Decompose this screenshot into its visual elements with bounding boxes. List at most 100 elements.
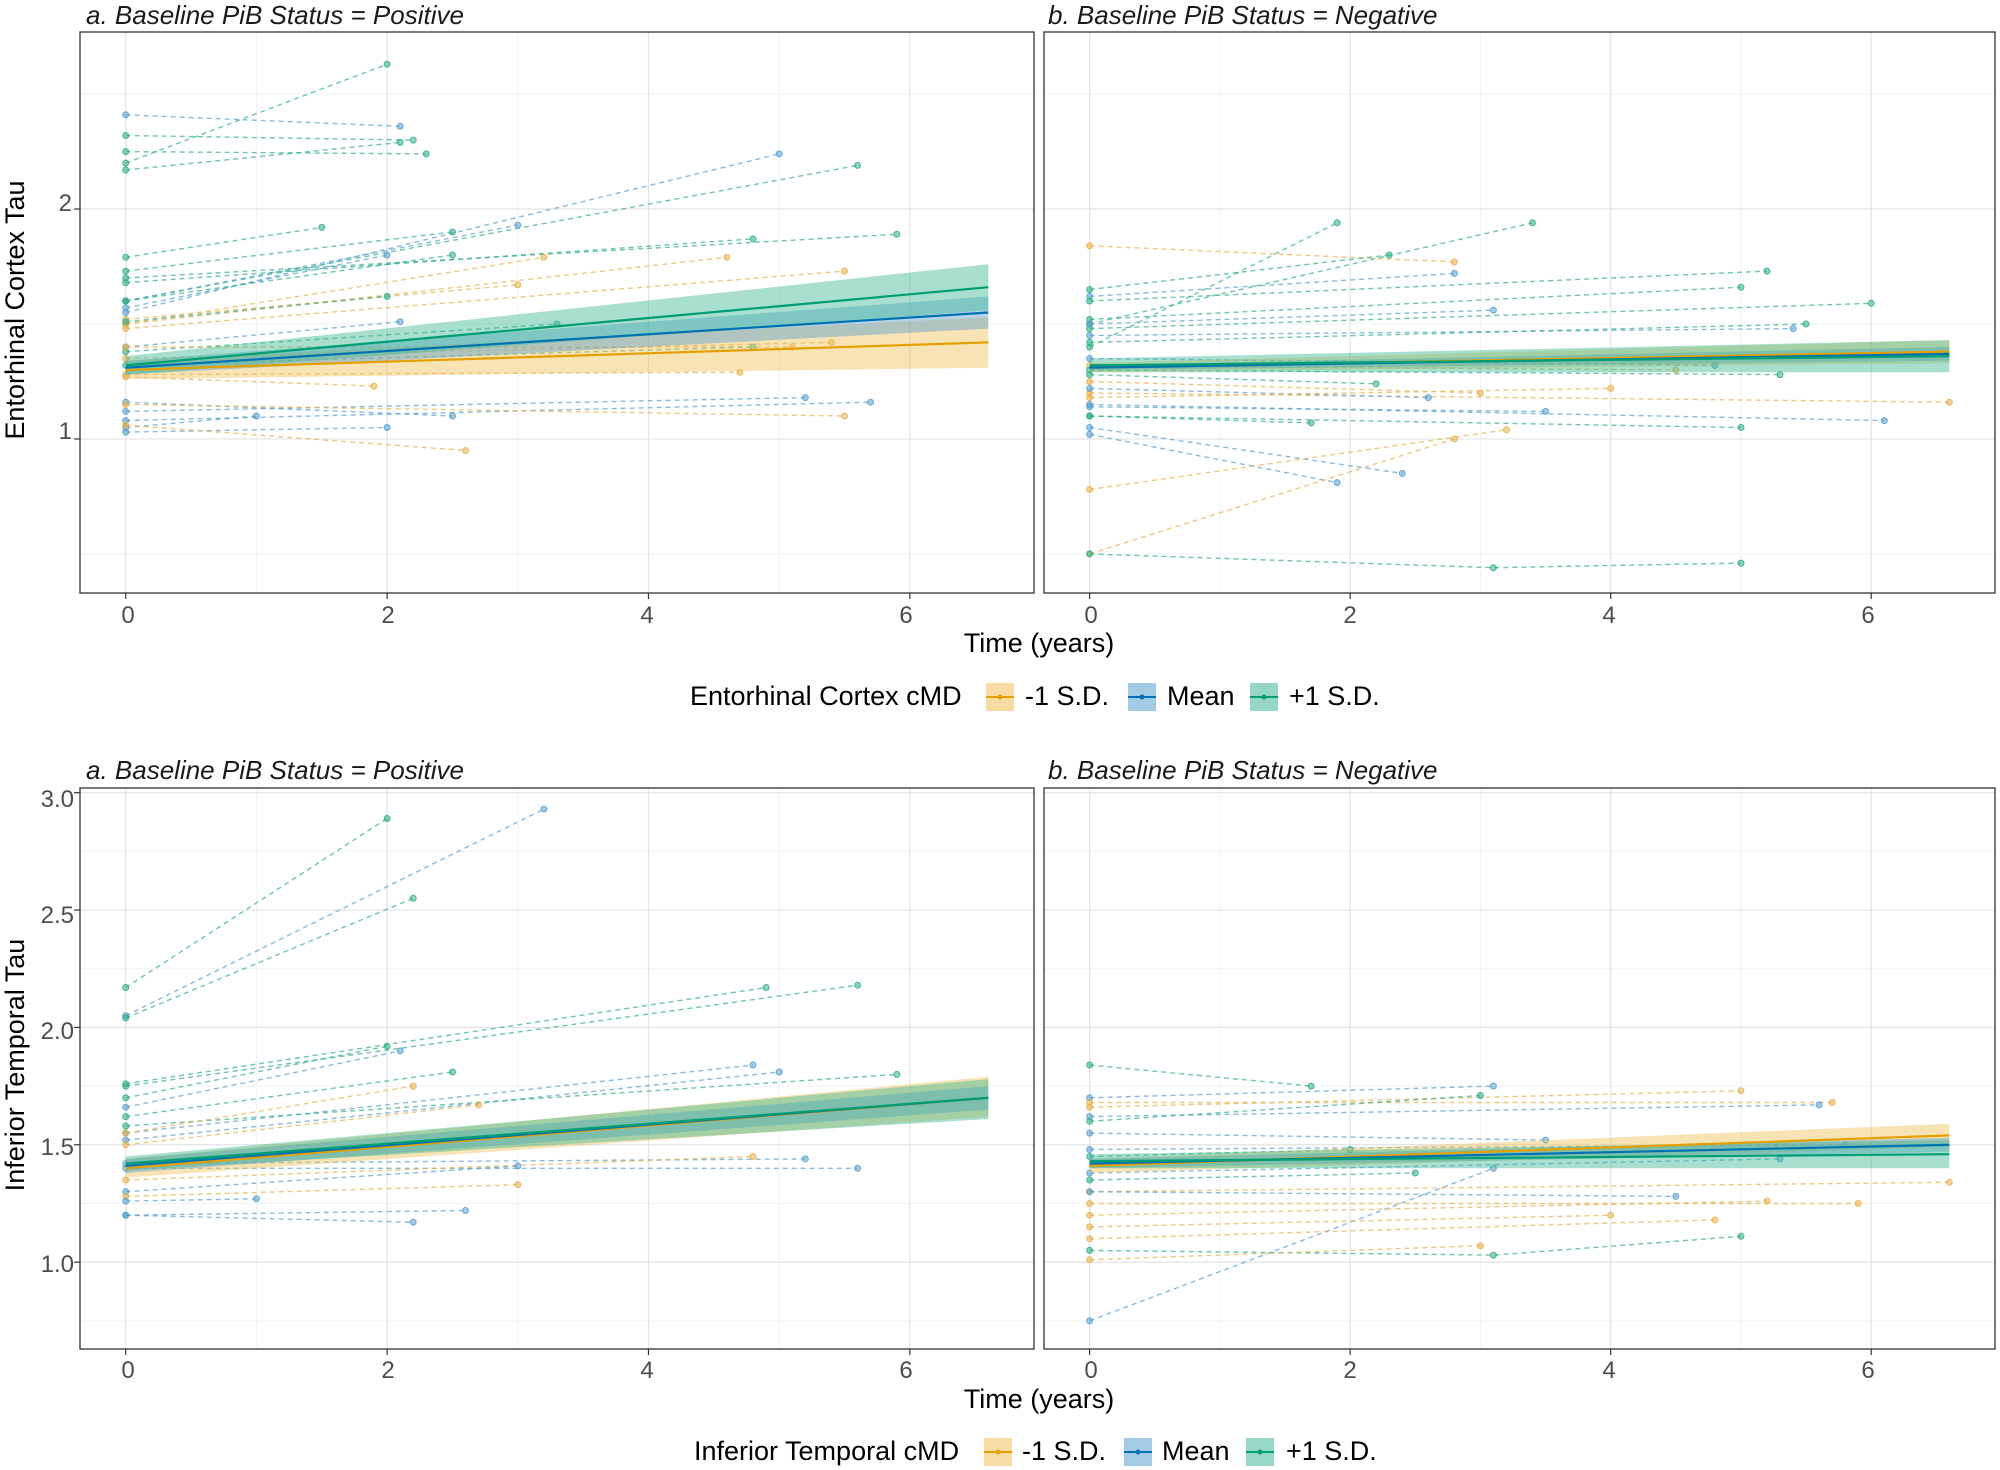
trajectory-line-mean — [1089, 403, 1885, 422]
trajectory-line-plus-1sd — [1089, 1172, 1416, 1181]
legend-title: Entorhinal Cortex cMD — [690, 681, 962, 711]
x-tick-label: 0 — [1084, 1357, 1097, 1384]
legend-key-plus-1sd — [1246, 1438, 1274, 1466]
trajectory-line-plus-1sd — [125, 984, 858, 1087]
trajectory-line-plus-1sd — [125, 226, 322, 258]
data-point-mean — [1489, 1082, 1497, 1090]
x-axis-title: Time (years) — [964, 628, 1115, 658]
data-point-mean — [122, 1103, 130, 1111]
trajectory-line-minus-1sd — [1089, 1200, 1768, 1216]
confidence-band-minus-1sd — [125, 1076, 989, 1178]
trajectory-line-plus-1sd — [125, 1073, 897, 1127]
data-point-mean — [514, 221, 522, 229]
trajectory-line-mean — [125, 1071, 780, 1141]
data-point-mean — [1086, 332, 1094, 339]
data-point-minus-1sd — [1763, 1197, 1771, 1205]
legend-entorhinal: Entorhinal Cortex cMD -1 S.D. Mean +1 S.… — [690, 681, 1380, 711]
trajectory-line-mean — [125, 114, 401, 127]
legend-label-plus-1sd: +1 S.D. — [1289, 681, 1380, 711]
trajectory-line-mean — [1089, 309, 1494, 325]
data-point-plus-1sd — [122, 318, 130, 326]
data-point-mean — [1450, 269, 1458, 277]
data-point-plus-1sd — [122, 132, 130, 139]
legend-key-minus-1sd — [986, 683, 1014, 711]
data-point-plus-1sd — [1086, 286, 1094, 293]
data-point-mean — [122, 407, 130, 415]
data-point-plus-1sd — [1529, 219, 1536, 227]
fit-line-plus-1sd — [1089, 1153, 1950, 1163]
chart-entorhinal: a. Baseline PiB Status = Positive b. Bas… — [0, 0, 1996, 711]
data-point-mean — [1542, 1136, 1550, 1144]
data-point-minus-1sd — [1086, 1223, 1094, 1231]
trajectory-line-minus-1sd — [125, 424, 466, 452]
trajectory-line-plus-1sd — [125, 134, 414, 141]
data-point-mean — [396, 318, 404, 326]
data-point-minus-1sd — [1945, 398, 1953, 406]
trajectory-line-mean — [1089, 387, 1429, 399]
panel-background — [80, 788, 1034, 1349]
data-point-minus-1sd — [462, 447, 469, 454]
data-point-mean — [1086, 1146, 1094, 1153]
trajectory-line-minus-1sd — [1089, 429, 1507, 491]
trajectory-line-plus-1sd — [1089, 1235, 1742, 1256]
data-point-plus-1sd — [1763, 267, 1771, 275]
trajectory-line-plus-1sd — [125, 295, 388, 323]
data-point-plus-1sd — [1086, 338, 1094, 346]
trajectory-line-mean — [125, 1064, 754, 1134]
data-point-plus-1sd — [1776, 371, 1784, 379]
confidence-band-minus-1sd — [1089, 1123, 1950, 1173]
data-point-plus-1sd — [122, 1122, 130, 1130]
trajectory-line-plus-1sd — [1089, 373, 1377, 385]
trajectory-line-plus-1sd — [125, 1071, 453, 1118]
trajectory-line-plus-1sd — [125, 233, 897, 279]
data-point-mean — [396, 122, 404, 130]
data-point-plus-1sd — [1411, 1169, 1419, 1177]
trajectory-line-minus-1sd — [125, 256, 545, 325]
data-point-minus-1sd — [122, 1141, 130, 1149]
data-point-minus-1sd — [1086, 1211, 1094, 1219]
data-point-minus-1sd — [1503, 426, 1510, 434]
trajectory-line-mean — [1089, 327, 1794, 337]
data-point-minus-1sd — [1086, 1200, 1094, 1207]
trajectory-line-mean — [125, 426, 388, 433]
data-point-minus-1sd — [827, 338, 835, 346]
trajectory-line-mean — [1089, 272, 1455, 298]
data-point-minus-1sd — [409, 1082, 417, 1090]
data-point-plus-1sd — [1802, 320, 1810, 328]
trajectory-line-minus-1sd — [1089, 387, 1611, 399]
data-point-mean — [854, 1164, 862, 1172]
y-tick-label: 2.0 — [41, 1018, 74, 1045]
x-tick-label: 6 — [1861, 602, 1874, 629]
fit-line-plus-1sd — [125, 1096, 989, 1165]
trajectory-line-minus-1sd — [1089, 1214, 1611, 1228]
data-point-plus-1sd — [1489, 564, 1497, 572]
trajectory-line-plus-1sd — [125, 346, 754, 367]
trajectory-line-plus-1sd — [1089, 553, 1742, 569]
data-point-plus-1sd — [854, 161, 862, 169]
data-point-plus-1sd — [122, 166, 130, 174]
panel-background — [1044, 32, 1995, 593]
trajectory-line-plus-1sd — [1089, 369, 1781, 376]
x-tick-label: 0 — [1084, 602, 1097, 629]
data-point-mean — [1086, 1129, 1094, 1137]
panel-border — [1043, 787, 1996, 1350]
fit-line-plus-1sd — [1089, 355, 1950, 367]
data-point-mean — [1086, 430, 1094, 438]
trajectory-line-minus-1sd — [125, 270, 845, 330]
data-point-plus-1sd — [1086, 550, 1094, 558]
data-point-mean — [514, 1162, 522, 1170]
data-point-minus-1sd — [723, 253, 731, 261]
data-point-plus-1sd — [449, 251, 456, 259]
x-tick-label: 6 — [899, 602, 912, 629]
legend-label-minus-1sd: -1 S.D. — [1025, 681, 1109, 711]
data-point-plus-1sd — [122, 984, 130, 991]
data-point-mean — [801, 1155, 809, 1163]
panel-border — [79, 31, 1035, 594]
plot-panel-entorhinal-negative — [1043, 31, 1996, 599]
data-point-plus-1sd — [422, 150, 430, 158]
data-point-mean — [1086, 320, 1094, 328]
data-point-mean — [1489, 1164, 1497, 1172]
y-tick-label: 1 — [59, 418, 72, 445]
trajectory-line-plus-1sd — [1089, 415, 1742, 429]
trajectory-line-mean — [1089, 1104, 1820, 1118]
